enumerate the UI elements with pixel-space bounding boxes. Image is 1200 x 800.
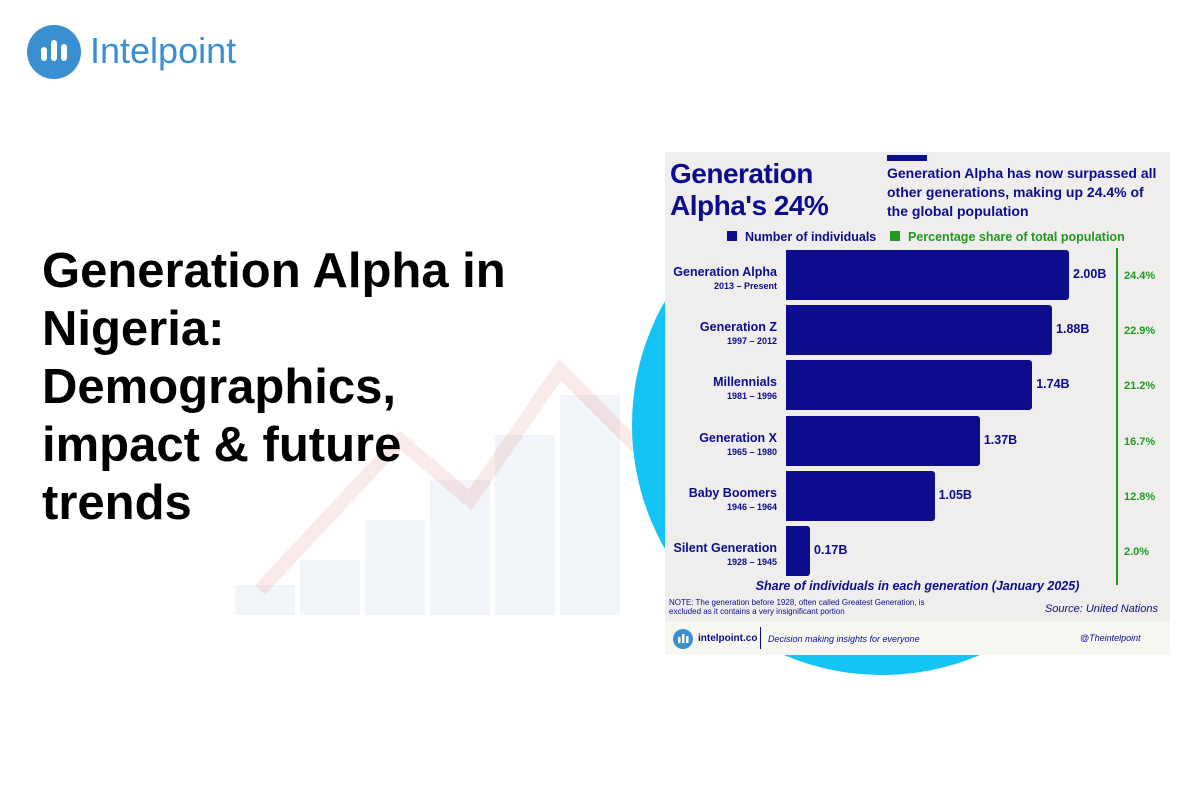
value-label: 1.74B xyxy=(1036,377,1070,392)
category-label: Generation Z 1997 – 2012 xyxy=(700,320,777,346)
category-period: 1997 – 2012 xyxy=(726,336,777,347)
legend-label: Percentage share of total population xyxy=(908,230,1125,244)
category-period: 1981 – 1996 xyxy=(726,391,777,402)
category: Generation Alpha xyxy=(673,265,777,279)
legend-item: Number of individuals xyxy=(727,230,876,244)
value-label: 1.88B xyxy=(1056,322,1090,337)
category: Generation Z xyxy=(699,320,777,335)
category-period: 1928 – 1945 xyxy=(726,557,777,567)
accent xyxy=(887,155,927,161)
bar xyxy=(786,470,935,521)
percent-label: 2.0% xyxy=(1124,546,1150,558)
x-axis-label: Share of individuals in each generation … xyxy=(755,579,1080,593)
legend-swatch xyxy=(890,231,900,241)
category: Millennials xyxy=(713,375,777,390)
percent-label: 24.4% xyxy=(1124,270,1156,282)
chart-title: Generation Alpha's 24% xyxy=(670,158,829,221)
category: Generation X xyxy=(699,430,777,445)
legend-swatch xyxy=(727,231,737,241)
value-label: 1.37B xyxy=(983,432,1018,447)
legend-item: Percentage share of total population xyxy=(890,230,1125,244)
bar xyxy=(786,415,980,466)
category-period: 1946 – 1964 xyxy=(726,501,777,512)
footer-site: intelpoint.co xyxy=(698,633,758,644)
percent-label: 16.7% xyxy=(1124,435,1156,448)
legend-label: Number of individuals xyxy=(745,230,877,244)
divider xyxy=(1116,248,1118,585)
category: Silent Generation xyxy=(673,541,778,555)
bar xyxy=(786,250,1069,300)
footer-tagline: Decision making insights for everyone xyxy=(768,634,920,644)
note: NOTE: The generation before 1928, often … xyxy=(669,598,925,616)
footer-logo xyxy=(673,629,693,649)
bar xyxy=(786,305,1053,356)
category: Baby Boomers xyxy=(688,485,777,500)
category-label: Baby Boomers 1946 – 1964 xyxy=(689,486,777,512)
value-label: 1.05B xyxy=(938,487,972,502)
category-period: 2013 – Present xyxy=(713,281,777,291)
footer-sep xyxy=(760,627,761,649)
category-label: Millennials 1981 – 1996 xyxy=(713,375,777,401)
chart-panel: Generation Alpha's 24% Generation Alpha … xyxy=(665,152,1170,655)
category-label: Generation Alpha 2013 – Present xyxy=(673,265,777,291)
headline: Generation Alpha in Nigeria: Demographic… xyxy=(42,244,506,530)
bar xyxy=(786,360,1033,411)
category-label: Silent Generation 1928 – 1945 xyxy=(674,541,778,567)
percent-label: 22.9% xyxy=(1124,325,1156,338)
bar xyxy=(786,526,811,576)
chart-subtitle: Generation Alpha has now surpassed all o… xyxy=(887,165,1157,219)
percent-label: 12.8% xyxy=(1124,490,1156,503)
source: Source: United Nations xyxy=(1044,603,1158,615)
category-period: 1965 – 1980 xyxy=(726,446,777,457)
percent-label: 21.2% xyxy=(1124,380,1156,393)
brand: Intelpoint xyxy=(90,30,237,71)
footer-handle: @Theintelpoint xyxy=(1080,633,1141,643)
panel-footer: intelpoint.co Decision making insights f… xyxy=(665,622,1170,655)
value-label: 0.17B xyxy=(814,543,848,557)
category-label: Generation X 1965 – 1980 xyxy=(699,431,777,457)
value-label: 2.00B xyxy=(1073,267,1107,281)
